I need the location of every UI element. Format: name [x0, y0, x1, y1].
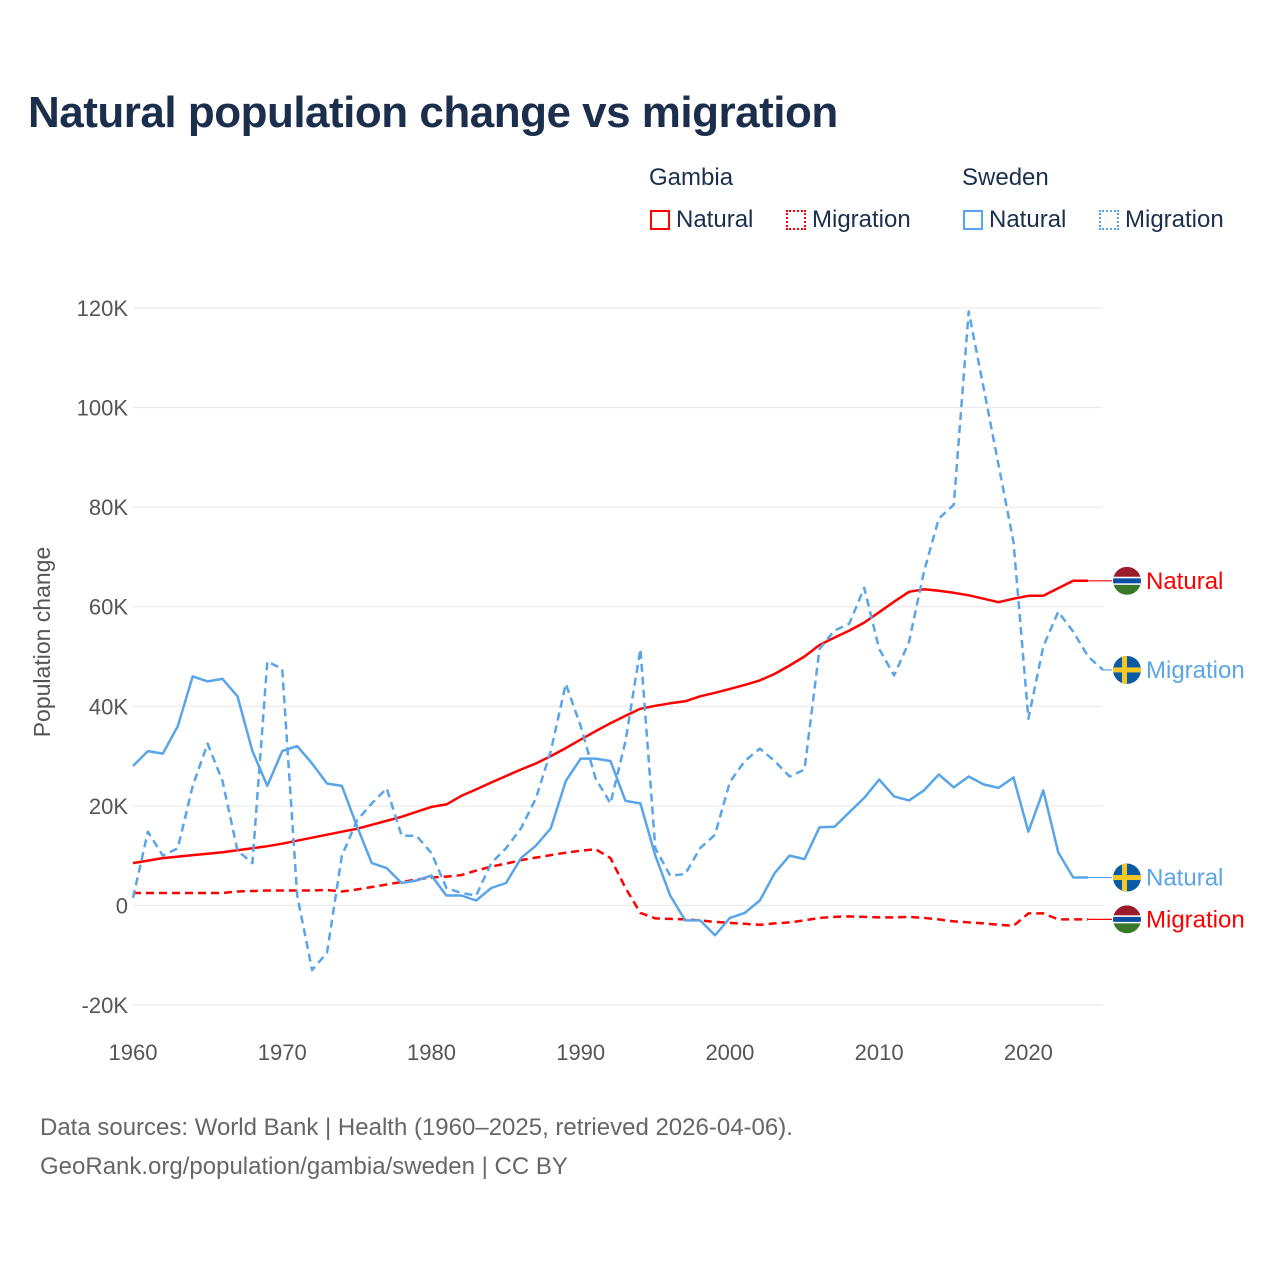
y-tick-label: 40K	[89, 694, 128, 719]
legend-swatch-solid-icon	[963, 210, 983, 230]
series-line-sweden-migration	[131, 310, 1104, 972]
flag-body	[1113, 863, 1141, 892]
y-tick-label: 20K	[89, 794, 128, 819]
legend-label: Natural	[989, 206, 1067, 233]
flag-stripe	[1113, 566, 1141, 577]
x-tick-label: 2000	[705, 1040, 754, 1065]
flag-stripe	[1113, 584, 1141, 595]
y-tick-label: -20K	[82, 993, 129, 1018]
legend-label: Natural	[676, 206, 754, 233]
end-label: Migration	[1146, 657, 1245, 684]
flag-stripe	[1113, 923, 1141, 934]
legend-gambia-migration[interactable]: Migration	[786, 206, 911, 234]
legend-sweden-migration[interactable]: Migration	[1099, 206, 1224, 234]
chart-title: Natural population change vs migration	[28, 88, 838, 137]
flag-body	[1113, 655, 1141, 684]
x-tick-label: 2020	[1004, 1040, 1053, 1065]
legend-group-sweden: Sweden	[962, 164, 1049, 191]
x-tick-label: 1960	[109, 1040, 158, 1065]
sweden-flag-icon	[1113, 863, 1141, 892]
flag-stripe	[1113, 578, 1141, 584]
y-tick-label: 60K	[89, 595, 128, 620]
flag-body	[1113, 566, 1141, 595]
footer: Data sources: World Bank | Health (1960–…	[40, 1108, 793, 1186]
x-tick-label: 2010	[855, 1040, 904, 1065]
end-label: Migration	[1146, 906, 1245, 933]
end-label: Natural	[1146, 568, 1223, 595]
legend-sweden-natural[interactable]: Natural	[963, 206, 1066, 234]
legend-group-gambia: Gambia	[649, 164, 734, 191]
footer-sources: Data sources: World Bank | Health (1960–…	[40, 1114, 793, 1141]
gambia-flag-icon	[1113, 566, 1141, 595]
series-line-gambia-natural	[132, 579, 1089, 865]
y-tick-label: 120K	[77, 296, 129, 321]
legend-swatch-solid-icon	[650, 210, 670, 230]
footer-link[interactable]: GeoRank.org/population/gambia/sweden | C…	[40, 1153, 568, 1180]
flag-cross	[1122, 655, 1127, 684]
flag-stripe	[1113, 916, 1141, 922]
legend-swatch-dotted-icon	[786, 210, 806, 230]
y-tick-label: 80K	[89, 495, 128, 520]
flag-body	[1113, 905, 1141, 934]
legend-swatch-dotted-icon	[1099, 210, 1119, 230]
x-tick-label: 1980	[407, 1040, 456, 1065]
flag-stripe	[1113, 905, 1141, 916]
y-axis-label: Population change	[29, 547, 55, 738]
y-tick-label: 100K	[77, 396, 129, 421]
legend-gambia-natural[interactable]: Natural	[650, 206, 753, 234]
y-tick-label: 0	[116, 893, 128, 918]
flag-cross	[1122, 863, 1127, 892]
x-tick-label: 1990	[556, 1040, 605, 1065]
legend-label: Migration	[1125, 206, 1224, 233]
x-tick-label: 1970	[258, 1040, 307, 1065]
gambia-flag-icon	[1113, 905, 1141, 934]
legend-label: Migration	[812, 206, 911, 233]
end-label: Natural	[1146, 865, 1223, 892]
sweden-flag-icon	[1113, 655, 1141, 684]
series-line-gambia-migration	[133, 847, 1089, 928]
